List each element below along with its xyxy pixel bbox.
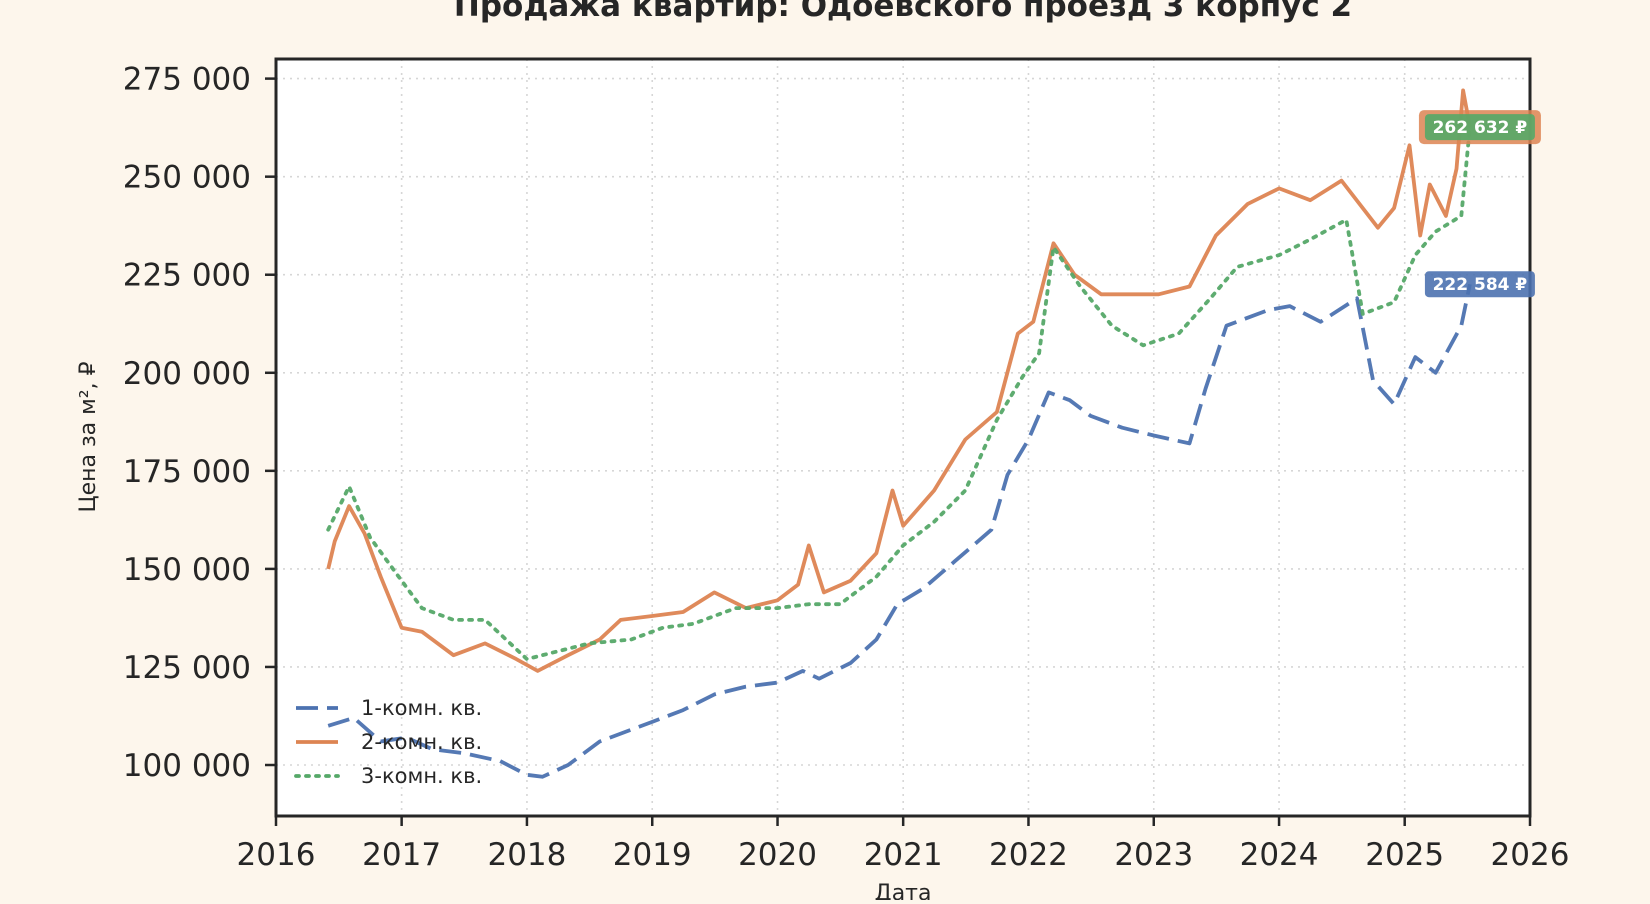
y-tick-label: 225 000 [123, 258, 251, 294]
x-tick-label: 2023 [1114, 837, 1193, 873]
y-tick-label: 125 000 [123, 650, 251, 686]
series-line-3 [326, 125, 1472, 661]
x-tick-label: 2017 [362, 837, 441, 873]
legend-label-3: 3-комн. кв. [361, 764, 482, 788]
end-label-3: 262 632 ₽ [1424, 114, 1535, 141]
end-labels: 222 584 ₽ 262 632 ₽ [1418, 110, 1541, 298]
x-tick-label: 2019 [613, 837, 692, 873]
x-tick-label: 2020 [738, 837, 817, 873]
y-tick-label: 275 000 [123, 62, 251, 98]
end-label-text: 262 632 ₽ [1433, 118, 1528, 138]
series-line-2 [326, 88, 1472, 673]
end-label-box [1424, 271, 1535, 298]
x-tick-label: 2024 [1240, 837, 1319, 873]
legend-label-2: 2-комн. кв. [361, 730, 482, 754]
series-line-1 [327, 283, 1472, 779]
end-label-box [1424, 114, 1535, 141]
x-axis: 2016 2017 2018 2019 2020 2021 2022 2023 2024 2025… [237, 816, 1570, 873]
x-tick-label: 2025 [1365, 837, 1444, 873]
y-tick-label: 250 000 [123, 160, 251, 196]
end-label-text: 222 584 ₽ [1433, 275, 1528, 295]
end-label-1: 222 584 ₽ [1424, 271, 1535, 298]
x-tick-label: 2021 [864, 837, 943, 873]
x-tick-label: 2022 [989, 837, 1068, 873]
x-tick-label: 2026 [1491, 837, 1570, 873]
y-tick-label: 200 000 [123, 356, 251, 392]
legend-label-1: 1-комн. кв. [361, 696, 482, 720]
series-lines [326, 88, 1472, 779]
legend: 1-комн. кв. 2-комн. кв. 3-комн. кв. [294, 696, 482, 788]
x-tick-label: 2016 [237, 837, 316, 873]
x-tick-label: 2018 [487, 837, 566, 873]
chart-title: Продажа квартир: Одоевского проезд 3 кор… [454, 0, 1352, 24]
x-axis-label: Дата [875, 881, 932, 900]
y-tick-label: 175 000 [123, 454, 251, 490]
y-axis: 100 000 125 000 150 000 175 000 200 000 225 0… [123, 62, 276, 784]
y-axis-label: Цена за м², ₽ [76, 361, 101, 512]
y-tick-label: 150 000 [123, 552, 251, 588]
y-tick-label: 100 000 [123, 748, 251, 784]
